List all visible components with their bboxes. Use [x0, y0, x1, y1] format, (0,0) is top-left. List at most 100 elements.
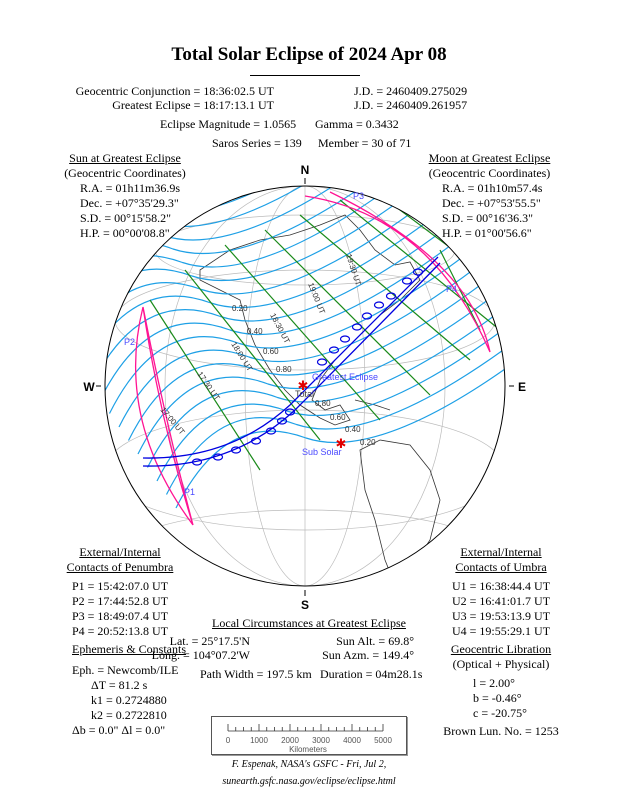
umbra-shadow-outline: [412, 268, 424, 276]
umbra-shadow-outline: [351, 323, 363, 331]
scale-ruler: 0 1000 2000 3000 4000 5000 Kilometers: [226, 724, 392, 754]
umbra-north-limit: [142, 256, 439, 459]
umbra-shadow-outline: [373, 301, 385, 309]
umbra-shadow-outline: [385, 292, 397, 300]
umbra-shadow-outline: [212, 453, 224, 461]
scale-tick-label: 2000: [281, 736, 299, 745]
contact-p2: P2: [124, 337, 135, 347]
umbra-shadow-outline: [361, 312, 373, 320]
ephemeris-block: Ephemeris & Constants Eph. = Newcomb/ILE…: [72, 642, 186, 738]
moon-hp: H.P. = 01°00'56.6": [442, 226, 532, 240]
scale-unit: Kilometers: [289, 745, 327, 754]
umbra-shadow-outline: [328, 346, 340, 354]
contact-p2-time: P2 = 17:44:52.8 UT: [71, 594, 169, 608]
libration-c: c = -20.75°: [473, 706, 527, 720]
scale-tick-label: 4000: [343, 736, 361, 745]
libration-b: b = -0.46°: [473, 691, 522, 705]
magnitude-label: 0.60: [330, 413, 346, 422]
local-lat: Lat. = 25°17.5'N: [169, 634, 250, 648]
ephemeris-dt: ΔT = 81.2 s: [91, 678, 148, 692]
credit-url: sunearth.gsfc.nasa.gov/eclipse/eclipse.h…: [222, 776, 396, 787]
moon-dec: Dec. = +07°53'55.5": [442, 196, 541, 210]
compass-north: N: [301, 163, 310, 177]
magnitude-line: [146, 257, 505, 468]
contact-u3-time: U3 = 19:53:13.9 UT: [451, 609, 551, 623]
sub-solar-marker-icon: ✱: [336, 436, 347, 451]
contact-u4-time: U4 = 19:55:29.1 UT: [451, 624, 551, 638]
penumbra-heading-2: Contacts of Penumbra: [66, 560, 174, 574]
contact-u1-time: U1 = 16:38:44.4 UT: [451, 579, 551, 593]
title-rule: [250, 75, 360, 76]
terminator: [105, 186, 391, 347]
compass-east: E: [518, 380, 526, 394]
libration-block: Geocentric Libration (Optical + Physical…: [441, 642, 561, 739]
libration-l: l = 2.00°: [473, 676, 515, 690]
ephemeris-k2: k2 = 0.2722810: [91, 708, 167, 722]
time-line: [184, 269, 321, 441]
credit-line: F. Espenak, NASA's GSFC - Fri, Jul 2,: [231, 759, 387, 770]
magnitude-label: 0.40: [247, 327, 263, 336]
magnitude-line: [105, 189, 505, 401]
penumbra-west-limit: [134, 306, 194, 526]
ephemeris-heading: Ephemeris & Constants: [72, 642, 186, 656]
penumbra-heading: External/Internal: [79, 545, 161, 559]
local-long: Long. = 104°07.2'W: [151, 648, 250, 662]
conjunction: Geocentric Conjunction = 18:36:02.5 UT: [75, 84, 274, 98]
sun-block: Sun at Greatest Eclipse (Geocentric Coor…: [60, 151, 190, 241]
magnitude-line: [105, 186, 473, 333]
umbra-shadow-outline: [284, 408, 296, 416]
time-line: [299, 214, 471, 361]
magnitude-line: [108, 203, 505, 414]
magnitude-label: 0.60: [263, 347, 279, 356]
umbra-shadow-outline: [276, 417, 288, 425]
umbra-outlines: [191, 268, 424, 466]
local-heading: Local Circumstances at Greatest Eclipse: [212, 616, 406, 630]
scale-tick-label: 3000: [312, 736, 330, 745]
magnitude-label: 0.20: [360, 438, 376, 447]
conjunction-jd: J.D. = 2460409.275029: [354, 84, 468, 98]
libration-subheading: (Optical + Physical): [452, 657, 550, 671]
magnitude-label: 0.20: [232, 304, 248, 313]
magnitude-label: 0.40: [345, 425, 361, 434]
umbra-shadow-outline: [401, 277, 413, 285]
sun-heading: Sun at Greatest Eclipse: [69, 151, 181, 165]
umbra-shadow-outline: [265, 427, 277, 435]
contact-p3-time: P3 = 18:49:07.4 UT: [71, 609, 169, 623]
umbra-shadow-outline: [191, 458, 203, 466]
penumbra-contacts: External/Internal Contacts of Penumbra P…: [60, 545, 180, 639]
sun-dec: Dec. = +07°35'29.3": [80, 196, 179, 210]
magnitude-line: [118, 216, 505, 428]
sun-hp: H.P. = 00°00'08.8": [80, 226, 170, 240]
sun-subheading: (Geocentric Coordinates): [64, 166, 186, 180]
magnitude-label: 0.80: [276, 365, 292, 374]
sub-solar-label: Sub Solar: [302, 447, 342, 457]
magnitude-label: 0.80: [315, 399, 331, 408]
scale-tick-label: 0: [226, 736, 231, 745]
magnitude-line: [137, 243, 505, 455]
umbra-shadow-outline: [230, 446, 242, 454]
local-sun-azm: Sun Azm. = 149.4°: [322, 648, 414, 662]
sun-sd: S.D. = 00°15'58.2": [80, 211, 171, 225]
ephemeris-eph: Eph. = Newcomb/ILE: [72, 663, 179, 677]
gamma: Gamma = 0.3432: [315, 117, 399, 131]
magnitude-line: [105, 186, 483, 347]
saros-series: Saros Series = 139: [212, 136, 302, 150]
contact-u2-time: U2 = 16:41:01.7 UT: [451, 594, 551, 608]
moon-ra: R.A. = 01h10m57.4s: [442, 181, 543, 195]
umbra-shadow-outline: [316, 358, 328, 366]
time-line: [149, 299, 261, 471]
scale-tick-label: 5000: [374, 736, 392, 745]
ephemeris-db-dl: Δb = 0.0" Δl = 0.0": [72, 723, 166, 737]
compass-west: W: [83, 380, 95, 394]
total-label: Total: [295, 389, 314, 399]
time-line: [224, 244, 381, 421]
libration-heading: Geocentric Libration: [450, 642, 552, 656]
magnitude-line: [105, 186, 454, 306]
contact-p4-time: P4 = 20:52:13.8 UT: [71, 624, 169, 638]
magnitude-line: [156, 270, 505, 482]
magnitude-line: [175, 297, 505, 509]
magnitude-line: [165, 284, 505, 495]
magnitude-line: [105, 186, 505, 387]
brown-lunation: Brown Lun. No. = 1253: [443, 724, 559, 738]
